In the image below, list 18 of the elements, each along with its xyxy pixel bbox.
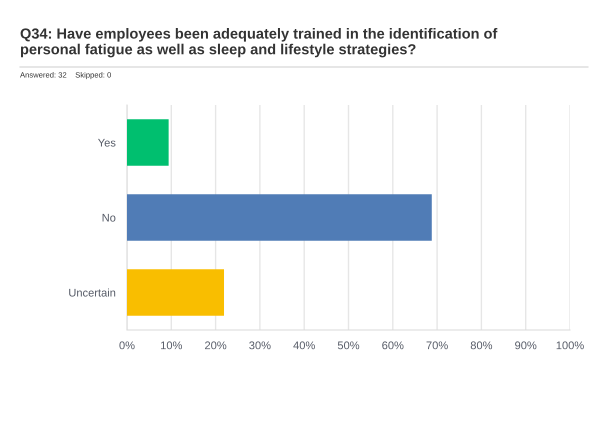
x-tick-label: 60% xyxy=(382,341,404,350)
x-tick-label: 30% xyxy=(249,341,271,350)
x-tick-label: 0% xyxy=(119,341,135,350)
x-tick-label: 90% xyxy=(515,341,536,350)
x-tick-label: 40% xyxy=(293,341,315,350)
x-tick-label: 50% xyxy=(338,341,360,350)
x-tick-label: 20% xyxy=(205,341,226,350)
x-tick-label: 80% xyxy=(470,341,492,350)
y-tick-label: Yes xyxy=(98,138,116,147)
x-tick-label: 70% xyxy=(426,341,448,350)
y-tick-label: No xyxy=(102,214,116,222)
bar xyxy=(127,119,169,166)
x-tick-label: 100% xyxy=(556,341,584,350)
x-tick-label: 10% xyxy=(161,341,182,350)
chart-title: Q34: Have employees been adequately trained in the identification of personal fatigue as well as sleep and lifestyle strategies? xyxy=(20,28,498,58)
bar xyxy=(127,194,432,241)
bar xyxy=(127,269,224,316)
y-tick-label: Uncertain xyxy=(69,288,116,297)
